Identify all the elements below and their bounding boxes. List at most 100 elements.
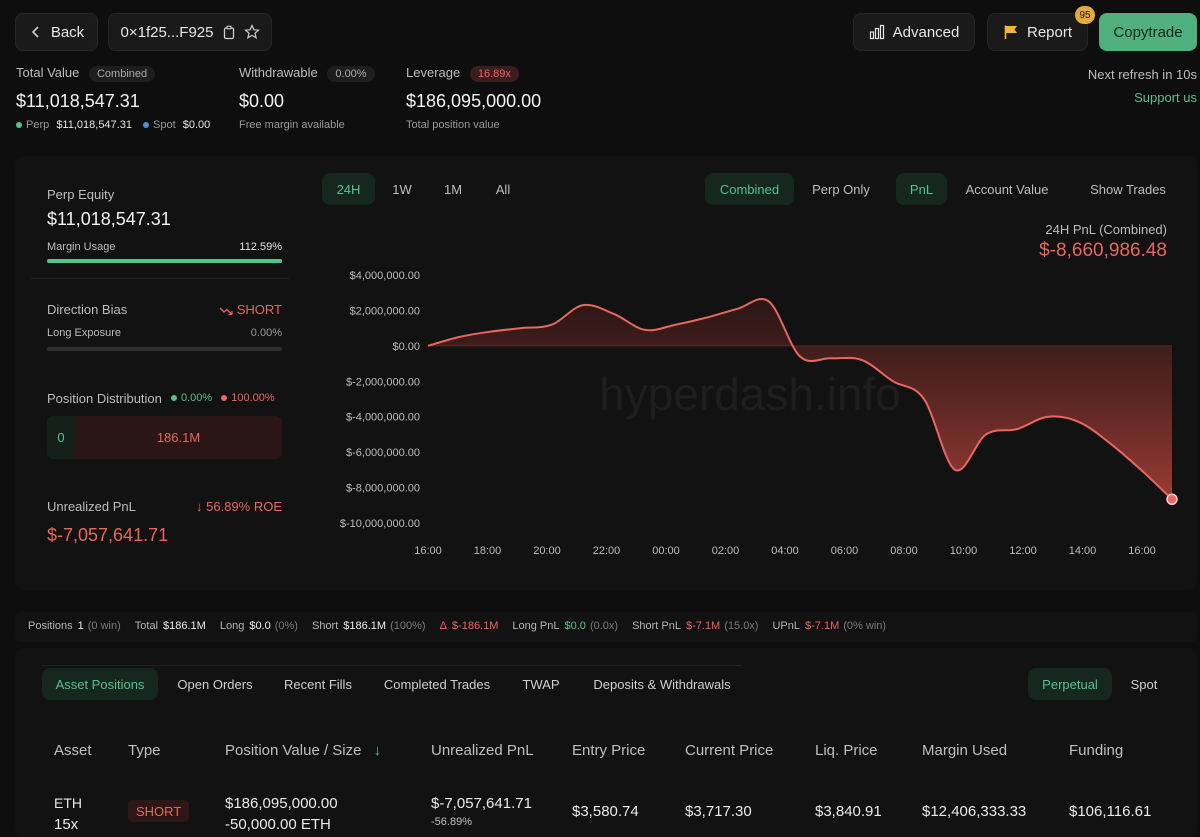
dist-long-value: 0 [57,430,65,445]
spot-value: $0.00 [182,119,211,131]
stat-extra: (0% win) [843,620,887,632]
header-current-price[interactable]: Current Price [685,742,774,759]
y-tick-label: $2,000,000.00 [350,305,420,317]
tab-completed-trades[interactable]: Completed Trades [383,676,491,692]
header-asset[interactable]: Asset [54,742,92,759]
x-tick-label: 00:00 [652,545,680,557]
header-unrealized-pnl[interactable]: Unrealized PnL [431,742,534,759]
dist-short-segment: 186.1M [75,416,282,459]
stat-label: Short [311,620,339,632]
wallet-address[interactable]: 0×1f25...F925 [120,23,214,41]
distribution-bar: 0 186.1M [47,416,282,459]
stat-extra: (0 win) [87,620,121,632]
show-trades-button[interactable]: Show Trades [1090,181,1166,197]
pnl-area [428,298,1172,500]
total-value-block: Total Value Combined [16,65,156,82]
bar-chart-icon [869,24,884,40]
back-button[interactable]: Back [15,13,98,51]
pnl-line [427,297,1173,501]
refresh-text: Next refresh in 10s [1087,67,1197,82]
copy-icon[interactable] [222,25,236,40]
x-tick-label: 16:00 [414,545,442,557]
support-link[interactable]: Support us [1134,90,1197,105]
y-tick-label: $-6,000,000.00 [346,447,420,459]
range-1m[interactable]: 1M [443,181,463,197]
leverage-pill: 16.89x [469,66,519,82]
mode-perp-only[interactable]: Perp Only [812,181,870,197]
row-type-badge: SHORT [128,800,190,822]
perp-value: $11,018,547.31 [56,119,132,131]
header-entry-price[interactable]: Entry Price [572,742,646,759]
metric-pnl[interactable]: PnL [896,173,947,205]
stat-value: $0.0 [249,620,271,632]
tab-asset-positions[interactable]: Asset Positions [42,668,158,700]
tab-recent-fills[interactable]: Recent Fills [284,676,352,692]
direction-bias-label: Direction Bias [47,302,128,317]
long-exposure-label: Long Exposure [47,327,121,339]
last-point-marker[interactable] [1166,493,1178,506]
report-button[interactable]: Report [987,13,1088,51]
row-asset[interactable]: ETH [54,795,82,811]
direction-bias-text: SHORT [236,302,282,317]
header-position-value[interactable]: Position Value / Size ↓ [225,742,381,759]
header-type[interactable]: Type [128,742,161,759]
market-perpetual[interactable]: Perpetual [1028,668,1112,700]
trend-down-icon [219,307,233,315]
x-tick-label: 18:00 [474,545,502,557]
flag-icon [1004,25,1017,39]
spot-label: Spot [153,119,176,131]
advanced-button[interactable]: Advanced [853,13,975,51]
leverage-label: Leverage [406,65,461,80]
stat-label: Long [219,620,245,632]
row-leverage: 15x [54,816,79,833]
margin-usage-bar [47,259,282,263]
dist-long-segment: 0 [47,416,75,459]
tab-deposits-withdrawals[interactable]: Deposits & Withdrawals [593,676,731,692]
star-icon[interactable] [243,24,260,40]
advanced-label: Advanced [892,23,960,41]
stat-item: Short $186.1M (100%) [312,620,426,632]
copytrade-button[interactable]: Copytrade [1099,13,1197,51]
y-tick-label: $4,000,000.00 [350,270,420,282]
tab-twap[interactable]: TWAP [522,676,560,692]
watermark-text: hyperdash.info [599,368,901,420]
row-type: SHORT [136,803,182,819]
withdrawable-block: Withdrawable 0.00% [239,65,375,82]
chart-title: 24H PnL (Combined) [1045,222,1167,237]
total-value-pill[interactable]: Combined [88,66,156,82]
market-spot[interactable]: Spot [1130,676,1158,692]
stat-item: Short PnL $-7.1M (15.0x) [632,620,758,632]
header-margin-used[interactable]: Margin Used [922,742,1008,759]
stat-item: UPnL $-7.1M (0% win) [772,620,886,632]
stat-extra: (0%) [274,620,298,632]
address-box: 0×1f25...F925 [108,13,272,51]
perp-equity-value: $11,018,547.31 [47,209,171,229]
report-badge: 95 [1075,6,1095,24]
stats-bar [15,612,1197,642]
mode-combined[interactable]: Combined [705,173,794,205]
range-all[interactable]: All [495,181,511,197]
margin-usage-label: Margin Usage [47,241,116,253]
x-tick-label: 02:00 [712,545,740,557]
metric-account-value[interactable]: Account Value [965,181,1049,197]
header-liq-price[interactable]: Liq. Price [815,742,878,759]
stat-label: Total [134,620,159,632]
dist-short-pct: 100.00% [231,392,275,404]
stat-extra: (0.0x) [589,620,619,632]
unrealized-pnl-value: $-7,057,641.71 [47,525,169,545]
x-tick-label: 12:00 [1009,545,1037,557]
range-24h[interactable]: 24H [322,173,375,205]
stat-label: Δ [439,620,447,632]
perp-spot-breakdown: Perp $11,018,547.31 Spot $0.00 [16,119,210,131]
row-margin-used: $12,406,333.33 [922,803,1027,820]
tab-open-orders[interactable]: Open Orders [177,676,253,692]
pnl-chart: hyperdash.info $4,000,000.00 $2,000,000.0… [340,270,1178,557]
stat-item: Long $0.0 (0%) [220,620,298,632]
stat-label: UPnL [772,620,801,632]
perp-equity-label: Perp Equity [47,187,115,202]
header-funding[interactable]: Funding [1069,742,1124,759]
withdrawable-value: $0.00 [239,91,285,111]
copytrade-label: Copytrade [1113,23,1183,41]
range-1w[interactable]: 1W [392,181,412,197]
sort-down-icon: ↓ [373,742,382,759]
